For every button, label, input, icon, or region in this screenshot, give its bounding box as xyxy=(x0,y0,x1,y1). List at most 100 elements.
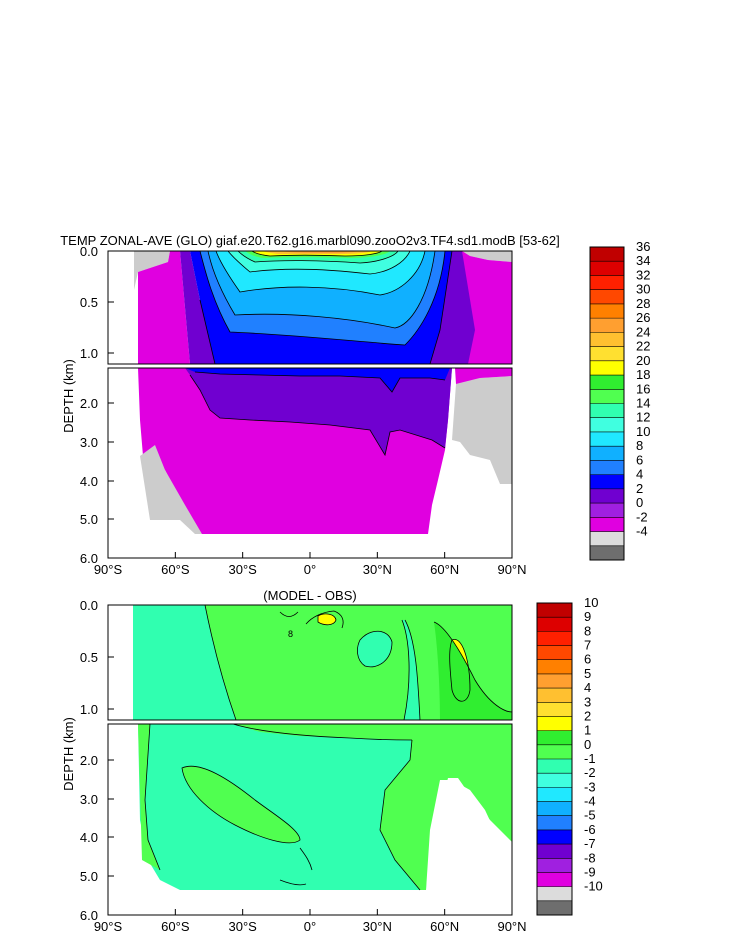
colorbar-label: 10 xyxy=(636,424,650,439)
colorbar-swatch xyxy=(537,787,572,803)
colorbar-label: 30 xyxy=(636,282,650,297)
colorbar-label: 1 xyxy=(584,723,591,738)
colorbar-label: -3 xyxy=(584,779,596,794)
temp-lower-field xyxy=(108,368,512,558)
colorbar-label: 28 xyxy=(636,296,650,311)
colorbar-label: -2 xyxy=(636,509,648,524)
colorbar-swatch xyxy=(537,688,572,703)
y-tick-label: 5.0 xyxy=(80,869,98,884)
colorbar-swatch xyxy=(537,872,572,888)
colorbar-swatch xyxy=(537,631,572,647)
colorbar-label: 4 xyxy=(584,680,591,695)
diff-upper-field: 8 xyxy=(108,605,512,720)
y-tick-label: 0.5 xyxy=(80,295,98,310)
x-tick-label: 30°S xyxy=(228,562,257,577)
colorbar-swatch xyxy=(537,900,572,916)
colorbar-label: -9 xyxy=(584,864,596,879)
x-tick-label: 90°S xyxy=(94,919,123,934)
x-tick-label: 0° xyxy=(304,562,316,577)
colorbar-label: -1 xyxy=(584,751,596,766)
colorbar-swatch xyxy=(590,460,624,476)
colorbar-swatch xyxy=(590,517,624,533)
y-tick-label: 0.0 xyxy=(80,244,98,259)
colorbar-label: -4 xyxy=(636,524,648,539)
colorbar-label: 0 xyxy=(636,495,643,510)
colorbar-label: 7 xyxy=(584,638,591,653)
colorbar-label: 4 xyxy=(636,467,643,482)
x-tick-label: 0° xyxy=(304,919,316,934)
colorbar-label: 18 xyxy=(636,367,650,382)
colorbar-swatch xyxy=(537,801,572,817)
colorbar-label: 0 xyxy=(584,737,591,752)
colorbar-label: 16 xyxy=(636,381,650,396)
x-tick-label: 90°N xyxy=(497,562,526,577)
y-tick-label: 3.0 xyxy=(80,792,98,807)
colorbar-label: -10 xyxy=(584,879,603,894)
x-tick-label: 60°N xyxy=(430,562,459,577)
colorbar-swatch xyxy=(537,603,572,618)
colorbar-swatch xyxy=(590,318,624,333)
colorbar-label: -6 xyxy=(584,822,596,837)
colorbar-swatch xyxy=(537,773,572,788)
colorbar-label: 34 xyxy=(636,253,650,268)
diff-ylabel: DEPTH (km) xyxy=(61,717,76,791)
colorbar-swatch xyxy=(537,645,572,661)
x-tick-label: 90°S xyxy=(94,562,123,577)
colorbar-label: 2 xyxy=(584,708,591,723)
y-tick-label: 0.5 xyxy=(80,650,98,665)
colorbar-label: 6 xyxy=(584,652,591,667)
colorbar-swatch xyxy=(590,389,624,404)
colorbar-label: 22 xyxy=(636,339,650,354)
y-tick-label: 2.0 xyxy=(80,396,98,411)
colorbar-swatch xyxy=(590,431,624,447)
colorbar-label: -7 xyxy=(584,836,596,851)
x-tick-label: 90°N xyxy=(497,919,526,934)
colorbar-label: 5 xyxy=(584,666,591,681)
colorbar-swatch xyxy=(590,360,624,376)
x-tick-label: 30°S xyxy=(228,919,257,934)
colorbar-swatch xyxy=(590,488,624,504)
temp-axis-ticks: 90°S 60°S 30°S 0° 30°N 60°N 90°N 0.0 0.5 1.0 2.0 3.… xyxy=(80,244,527,577)
colorbar-swatch xyxy=(537,829,572,845)
colorbar-label: 2 xyxy=(636,481,643,496)
colorbar-label: 6 xyxy=(636,452,643,467)
colorbar-swatch xyxy=(590,289,624,305)
colorbar-swatch xyxy=(537,659,572,675)
y-tick-label: 0.0 xyxy=(80,598,98,613)
colorbar-swatch xyxy=(590,403,624,419)
colorbar-label: 20 xyxy=(636,353,650,368)
colorbar-label: 14 xyxy=(636,396,650,411)
y-tick-label: 4.0 xyxy=(80,474,98,489)
colorbar-label: 12 xyxy=(636,410,650,425)
colorbar-swatch xyxy=(590,545,624,561)
colorbar-swatch xyxy=(590,417,624,433)
colorbar-label: 36 xyxy=(636,239,650,254)
panel2-title: (MODEL - OBS) xyxy=(263,588,356,603)
colorbar-swatch xyxy=(537,815,572,831)
y-tick-label: 4.0 xyxy=(80,830,98,845)
colorbar-swatch xyxy=(590,346,624,362)
colorbar-swatch xyxy=(537,716,572,732)
colorbar-label: 26 xyxy=(636,310,650,325)
y-tick-label: 6.0 xyxy=(80,908,98,923)
x-tick-label: 30°N xyxy=(363,562,392,577)
colorbar-swatch xyxy=(537,702,572,717)
temp-upper-field xyxy=(108,251,512,364)
y-tick-label: 1.0 xyxy=(80,702,98,717)
colorbar-swatch xyxy=(590,503,624,518)
colorbar-swatch xyxy=(590,261,624,276)
y-tick-label: 2.0 xyxy=(80,753,98,768)
diff-lower-field xyxy=(108,724,512,915)
colorbar-swatch xyxy=(537,759,572,774)
colorbar-label: 24 xyxy=(636,324,650,339)
x-tick-label: 30°N xyxy=(363,919,392,934)
colorbar-swatch xyxy=(537,744,572,760)
y-tick-label: 5.0 xyxy=(80,512,98,527)
y-tick-label: 3.0 xyxy=(80,435,98,450)
colorbar-swatch xyxy=(537,673,572,689)
colorbar-swatch xyxy=(537,886,572,902)
figure-title: TEMP ZONAL-AVE (GLO) giaf.e20.T62.g16.ma… xyxy=(60,233,560,248)
colorbar-swatch xyxy=(590,375,624,390)
colorbar-swatch xyxy=(590,247,624,262)
